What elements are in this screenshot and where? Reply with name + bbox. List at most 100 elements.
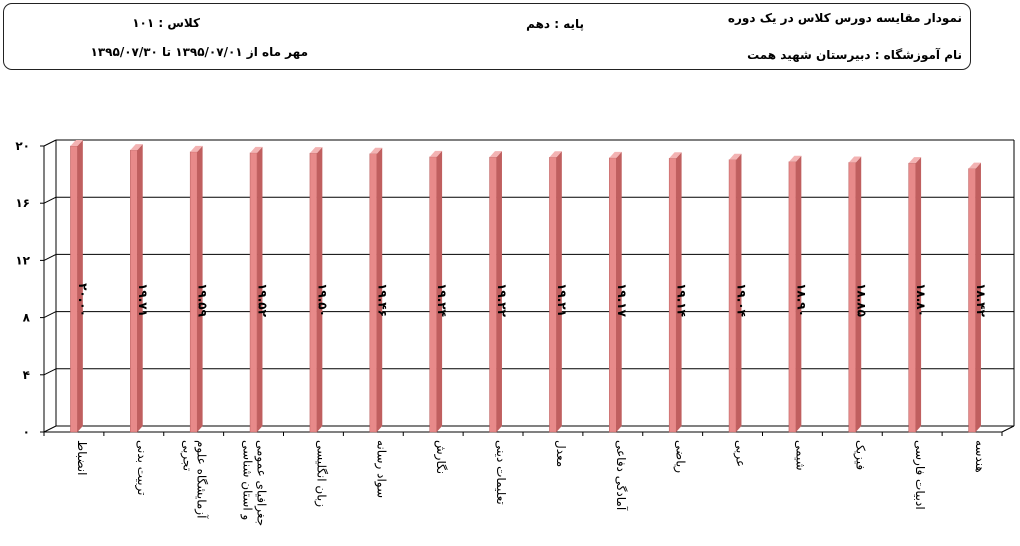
category-label: جغرافیای عمومیو استان شناسی <box>240 440 269 526</box>
category-label: تعلیمات دینی <box>494 440 508 505</box>
data-label: ۱۹.۰۴ <box>735 283 749 317</box>
data-label: ۱۸.۸۰ <box>914 283 928 317</box>
bar-side <box>855 156 862 432</box>
bar-side <box>257 146 263 432</box>
report-header: نمودار مقایسه دورس کلاس در یک دوره پایه … <box>3 3 971 70</box>
category-label: نگارش <box>433 440 448 474</box>
category-label-line: فیزیک <box>852 440 867 470</box>
bar-top <box>609 151 622 158</box>
category-label-line: آزمایشگاه علوم <box>194 440 210 519</box>
category-label-line: تعلیمات دینی <box>494 440 508 505</box>
bar-top <box>369 147 383 154</box>
data-label: ۱۹.۲۱ <box>555 283 569 317</box>
y-tick-label: ۱۲ <box>15 253 30 267</box>
category-label-line: شیمی <box>793 440 807 471</box>
category-label: آمادگی دفاعی <box>614 440 629 511</box>
category-label: شیمی <box>793 440 807 471</box>
category-label-line: نگارش <box>433 440 448 474</box>
category-label-line: تربیت بدنی <box>134 440 149 496</box>
bar-top <box>549 151 562 158</box>
category-label-line: جغرافیای عمومی <box>254 440 269 526</box>
data-label: ۲۰.۰۰ <box>76 283 90 317</box>
bar-top <box>309 147 323 154</box>
data-label: ۱۹.۵۲ <box>256 283 270 318</box>
category-label: زبان انگلیسی <box>313 440 328 507</box>
category-label: آزمایشگاه علومتجربی <box>180 440 210 519</box>
category-label: ادبیات فارسی <box>912 440 927 510</box>
data-label: ۱۸.۸۵ <box>854 283 868 317</box>
category-label-line: و استان شناسی <box>240 440 255 520</box>
grid-diagonal <box>43 139 57 147</box>
data-label: ۱۹.۷۱ <box>136 283 150 317</box>
data-label: ۱۹.۱۴ <box>675 283 689 317</box>
bar-top <box>729 153 742 160</box>
data-label: ۱۹.۴۶ <box>375 283 389 317</box>
category-label-line: معدل <box>554 440 568 467</box>
data-label: ۱۹.۲۲ <box>495 283 509 318</box>
grid-diagonal <box>43 311 57 319</box>
category-label-line: عربی <box>733 440 748 467</box>
category-label-line: ادبیات فارسی <box>912 440 927 510</box>
bar-top <box>429 150 443 157</box>
grid-diagonal <box>43 196 57 204</box>
bar-top <box>70 140 83 146</box>
bar-top <box>669 152 682 159</box>
bar-top <box>489 151 502 158</box>
category-label: تربیت بدنی <box>134 440 149 496</box>
category-label: عربی <box>733 440 748 467</box>
grid-diagonal <box>43 368 57 376</box>
category-label-line: زبان انگلیسی <box>313 440 328 507</box>
data-label: ۱۹.۱۷ <box>615 283 629 318</box>
y-tick-label: ۰ <box>23 425 30 439</box>
grid-diagonal <box>43 425 57 433</box>
bar-side <box>616 151 622 432</box>
class-label: کلاس : ۱۰۱ <box>132 16 200 30</box>
data-label: ۱۸.۹۰ <box>794 283 808 317</box>
bar-top <box>908 157 922 164</box>
grade-label: پایه : دهم <box>526 17 584 31</box>
bar-top <box>848 156 862 163</box>
bar-side <box>736 153 742 432</box>
data-label: ۱۹.۲۴ <box>435 283 449 317</box>
bar-top <box>190 145 203 152</box>
category-label-line: انضباط <box>75 440 89 475</box>
category-label-line: ریاضی <box>673 440 688 473</box>
bar-side <box>316 147 323 432</box>
bar-side <box>915 157 922 432</box>
category-label-line: هندسه <box>973 440 987 473</box>
category-label-line: آمادگی دفاعی <box>614 440 629 511</box>
category-label-line: تجربی <box>180 440 195 471</box>
y-tick-label: ۸ <box>23 311 31 325</box>
y-tick-label: ۴ <box>23 368 30 382</box>
chart-title: نمودار مقایسه دورس کلاس در یک دوره <box>727 11 962 25</box>
y-tick-label: ۲۰ <box>15 139 30 153</box>
bar-side <box>436 150 443 433</box>
school-label: نام آموزشگاه : دبیرستان شهید همت <box>747 48 962 62</box>
category-label: هندسه <box>973 440 987 473</box>
bar-top <box>130 144 143 151</box>
data-label: ۱۸.۴۲ <box>974 283 988 318</box>
bar-side <box>975 162 981 432</box>
bar-side <box>795 155 802 433</box>
period-label: مهر ماه از ۱۳۹۵/۰۷/۰۱ تا ۱۳۹۵/۰۷/۳۰ <box>90 45 308 59</box>
category-label: ریاضی <box>673 440 688 473</box>
bar-top <box>968 162 981 169</box>
bar-side <box>496 151 502 433</box>
bar-side <box>376 147 383 433</box>
category-label-line: سواد رسانه <box>373 440 388 498</box>
bar-side <box>676 152 682 432</box>
y-tick-label: ۱۶ <box>15 196 30 210</box>
bar-top <box>250 146 263 153</box>
category-label: سواد رسانه <box>373 440 388 498</box>
category-label: فیزیک <box>852 440 867 470</box>
bar-side <box>77 140 83 432</box>
floor-edge <box>1001 425 1015 433</box>
bar-top <box>788 155 802 162</box>
grid-diagonal <box>43 253 57 261</box>
bar-side <box>556 151 562 432</box>
bar-side <box>197 145 203 432</box>
category-label: معدل <box>554 440 568 467</box>
category-label: انضباط <box>75 440 89 475</box>
data-label: ۱۹.۵۰ <box>315 283 329 317</box>
